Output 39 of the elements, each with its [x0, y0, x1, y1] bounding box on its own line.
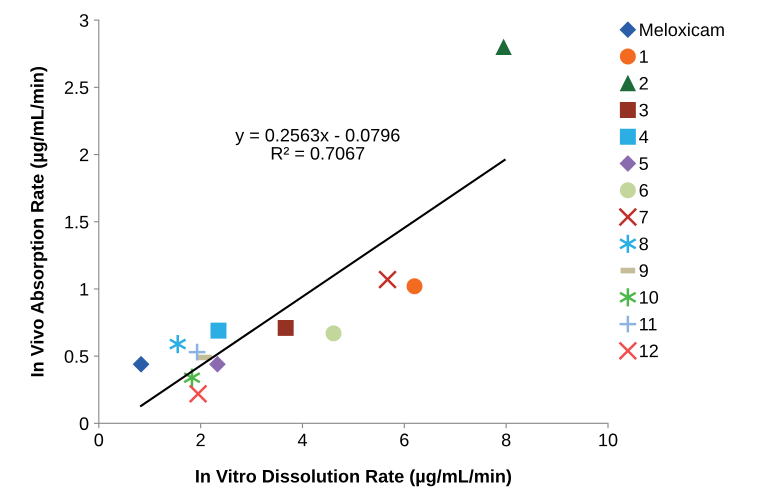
x-tick-label: 0 — [94, 434, 104, 446]
legend-label: 8 — [639, 238, 648, 250]
y-axis-title: In Vivo Absorption Rate (µg/mL/min) — [30, 66, 48, 376]
x-tick-label: 2 — [196, 434, 205, 446]
y-tick-label: 2 — [80, 148, 88, 162]
point — [187, 342, 207, 362]
legend-label: 1 — [640, 50, 648, 63]
legend-label: 3 — [639, 104, 648, 116]
point — [326, 325, 342, 342]
legend-label: 10 — [640, 291, 658, 304]
y-tick-label: 0.5 — [64, 350, 88, 363]
legend-label: Meloxicam — [640, 22, 724, 36]
x-axis-title: In Vitro Dissolution Rate (µg/mL/min) — [196, 469, 512, 486]
x-tick-label: 4 — [298, 434, 307, 446]
x-tick-label: 10 — [599, 434, 618, 446]
legend-label: 4 — [639, 130, 648, 144]
point — [406, 278, 422, 294]
y-tick-label: 3 — [80, 14, 88, 27]
y-tick-label: 1 — [80, 283, 88, 296]
y-tick-label: 0 — [80, 417, 88, 430]
legend-label: 6 — [640, 184, 648, 197]
legend-label: 12 — [640, 344, 658, 358]
point — [132, 356, 150, 372]
legend-label: 7 — [640, 210, 648, 224]
y-tick-label: 1.5 — [65, 216, 88, 228]
point — [209, 356, 226, 372]
x-tick-label: 8 — [502, 434, 510, 446]
point — [496, 39, 512, 56]
point — [378, 270, 398, 290]
y-tick-label: 2.5 — [64, 81, 88, 94]
point — [278, 320, 294, 336]
point — [188, 384, 208, 404]
legend-label: 2 — [640, 76, 648, 90]
point — [210, 322, 226, 339]
x-tick-label: 6 — [400, 434, 409, 446]
legend-label: 9 — [640, 264, 648, 278]
legend-label: 11 — [640, 318, 657, 330]
legend-label: 5 — [639, 157, 648, 170]
annotation: y = 0.2563x - 0.0796 R² = 0.7067 — [235, 128, 400, 160]
